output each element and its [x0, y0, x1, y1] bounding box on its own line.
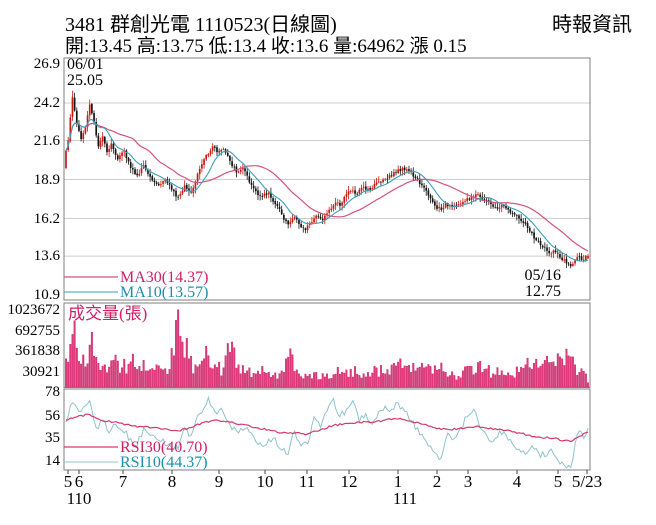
volume-bars [65, 309, 589, 388]
rsi30-line [65, 413, 589, 443]
data-source-label: 時報資訊 [552, 14, 632, 36]
chart-title: 3481 群創光電 1110523(日線圖) [65, 14, 337, 36]
ma10-line [65, 118, 589, 262]
quote-line: 開:13.45 高:13.75 低:13.4 收:13.6 量:64962 漲 … [65, 36, 467, 57]
rsi10-line [65, 395, 589, 469]
ma30-line [65, 122, 589, 252]
